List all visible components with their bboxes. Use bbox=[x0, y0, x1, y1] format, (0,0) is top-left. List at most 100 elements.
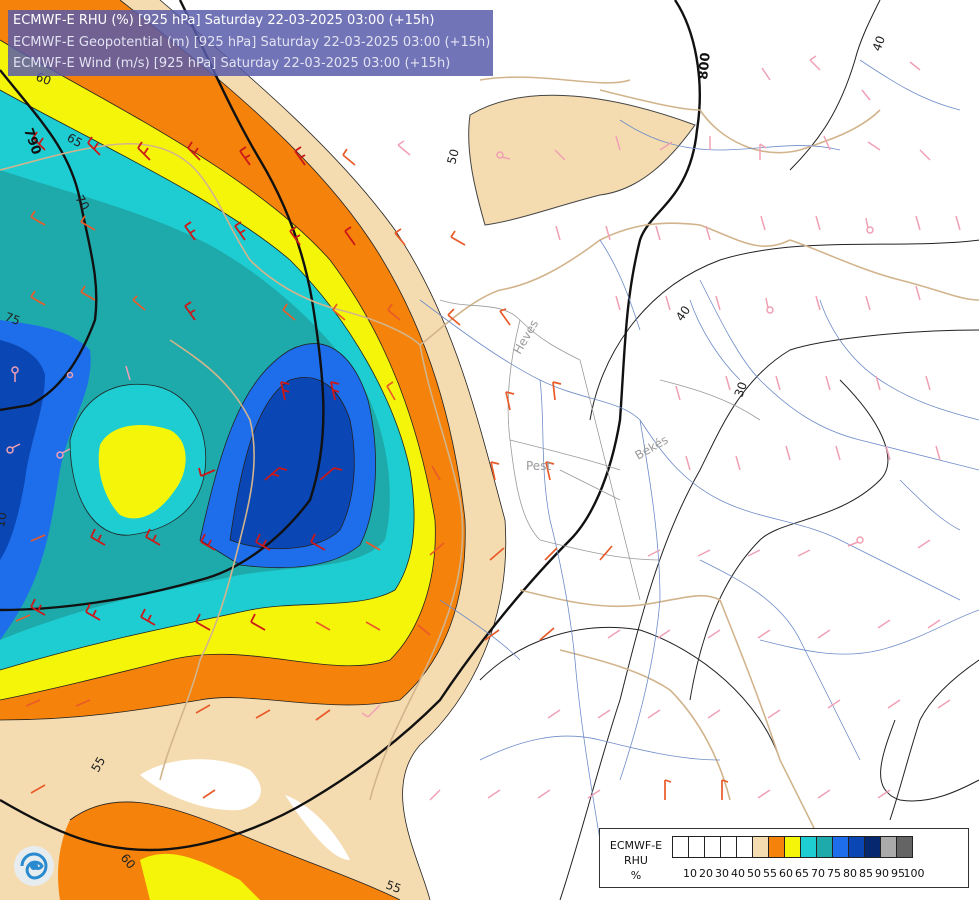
wind-barb bbox=[30, 534, 46, 542]
wind-barb bbox=[767, 709, 781, 719]
wind-barb bbox=[607, 629, 621, 639]
legend-title: ECMWF-E RHU % bbox=[604, 838, 668, 883]
wind-barb bbox=[537, 789, 551, 799]
wind-barb bbox=[489, 547, 505, 561]
legend-swatch bbox=[800, 836, 817, 858]
wind-barb bbox=[675, 385, 681, 401]
wind-barb bbox=[765, 297, 774, 314]
wind-barb bbox=[87, 136, 101, 156]
wind-barb bbox=[659, 141, 673, 151]
wind-barb bbox=[817, 629, 831, 639]
rhu-label: 50 bbox=[444, 147, 461, 165]
geopotential-label-800: 800 bbox=[696, 52, 714, 81]
wind-barb bbox=[555, 225, 561, 241]
wind-barb bbox=[319, 467, 343, 481]
wind-barb bbox=[255, 709, 271, 719]
wind-barb bbox=[915, 215, 921, 231]
wind-barb bbox=[757, 789, 771, 799]
wind-barb bbox=[132, 295, 146, 311]
wind-barb bbox=[817, 789, 831, 799]
wind-barb bbox=[137, 141, 151, 161]
rhu-band-white-south-2 bbox=[285, 795, 350, 860]
wind-barb bbox=[647, 549, 661, 557]
wind-barb bbox=[32, 131, 46, 151]
wind-barb bbox=[927, 619, 941, 629]
wind-barb bbox=[835, 445, 841, 461]
wind-barb bbox=[450, 230, 466, 246]
wind-barb bbox=[505, 391, 515, 411]
legend-tick: 100 bbox=[903, 867, 925, 880]
rhu-label: 70 bbox=[72, 193, 92, 213]
legend-title-line: RHU bbox=[624, 854, 648, 867]
rhu-title: ECMWF-E RHU (%) [925 hPa] Saturday 22-03… bbox=[13, 13, 435, 28]
wind-barb bbox=[865, 295, 871, 311]
wind-barb bbox=[332, 303, 346, 321]
wind-barb bbox=[140, 608, 156, 626]
wind-barb bbox=[955, 215, 961, 231]
wind-barb bbox=[30, 784, 46, 794]
legend-tick: 65 bbox=[795, 867, 809, 880]
rhu-band-65-south bbox=[140, 853, 260, 900]
legend-tick: 95 bbox=[891, 867, 905, 880]
wind-barb bbox=[264, 467, 288, 481]
legend-tick: 60 bbox=[779, 867, 793, 880]
legend-tick: 75 bbox=[827, 867, 841, 880]
legend-tick: 10 bbox=[683, 867, 697, 880]
wind-barb bbox=[757, 629, 771, 639]
wind-barb bbox=[747, 549, 761, 557]
rhu-label: 40 bbox=[870, 34, 888, 53]
humidity-fill-layer bbox=[0, 0, 696, 900]
wind-barb bbox=[825, 375, 831, 391]
wind-barb bbox=[554, 149, 566, 161]
wind-barb bbox=[847, 536, 864, 547]
legend-ticks: 10 20 30 40 50 55 60 65 70 75 80 85 90 95 100 bbox=[672, 867, 972, 881]
wind-barb bbox=[877, 619, 891, 629]
wind-barb bbox=[25, 699, 41, 707]
legend-tick: 40 bbox=[731, 867, 745, 880]
wind-barb bbox=[234, 221, 246, 241]
wind-barb bbox=[919, 149, 931, 161]
wind-barb bbox=[239, 146, 251, 166]
wind-barb bbox=[429, 789, 441, 801]
wind-barb bbox=[809, 55, 821, 71]
wind-barb bbox=[917, 539, 931, 549]
legend-swatch bbox=[864, 836, 881, 858]
wind-barb bbox=[615, 135, 621, 151]
legend-swatch bbox=[880, 836, 897, 858]
wind-barb bbox=[725, 375, 731, 391]
rhu-label: 65 bbox=[65, 130, 85, 150]
wind-barb bbox=[30, 598, 46, 616]
wind-barb bbox=[715, 295, 721, 311]
legend-swatch bbox=[848, 836, 865, 858]
wind-barb bbox=[544, 547, 558, 561]
legend-swatch bbox=[832, 836, 849, 858]
legend-tick: 50 bbox=[747, 867, 761, 880]
wind-barb bbox=[200, 533, 216, 551]
wind-barb bbox=[547, 709, 561, 719]
wind-barb bbox=[935, 445, 941, 461]
wind-barb bbox=[827, 699, 841, 709]
wind-barb bbox=[315, 621, 331, 631]
wind-title: ECMWF-E Wind (m/s) [925 hPa] Saturday 22… bbox=[13, 56, 451, 71]
wind-barb bbox=[655, 225, 661, 241]
wind-barb bbox=[202, 789, 216, 799]
wind-barb bbox=[605, 225, 611, 241]
wind-barb bbox=[431, 465, 441, 481]
wind-barb bbox=[599, 545, 613, 561]
wind-barb bbox=[198, 467, 216, 477]
wind-barb bbox=[289, 226, 301, 246]
wind-barb bbox=[915, 285, 921, 301]
wind-barb bbox=[815, 215, 821, 231]
wind-barbs-medium bbox=[15, 148, 729, 800]
legend-swatch bbox=[752, 836, 769, 858]
legend-tick: 80 bbox=[843, 867, 857, 880]
wind-barb bbox=[647, 709, 661, 719]
wind-barb bbox=[861, 89, 871, 101]
wind-barb bbox=[867, 141, 881, 151]
wind-barb bbox=[707, 629, 721, 639]
wind-barb bbox=[937, 699, 951, 709]
wind-barb bbox=[735, 455, 741, 471]
wind-barb bbox=[195, 704, 211, 714]
wind-barb bbox=[487, 789, 501, 799]
wind-barb bbox=[685, 455, 691, 471]
